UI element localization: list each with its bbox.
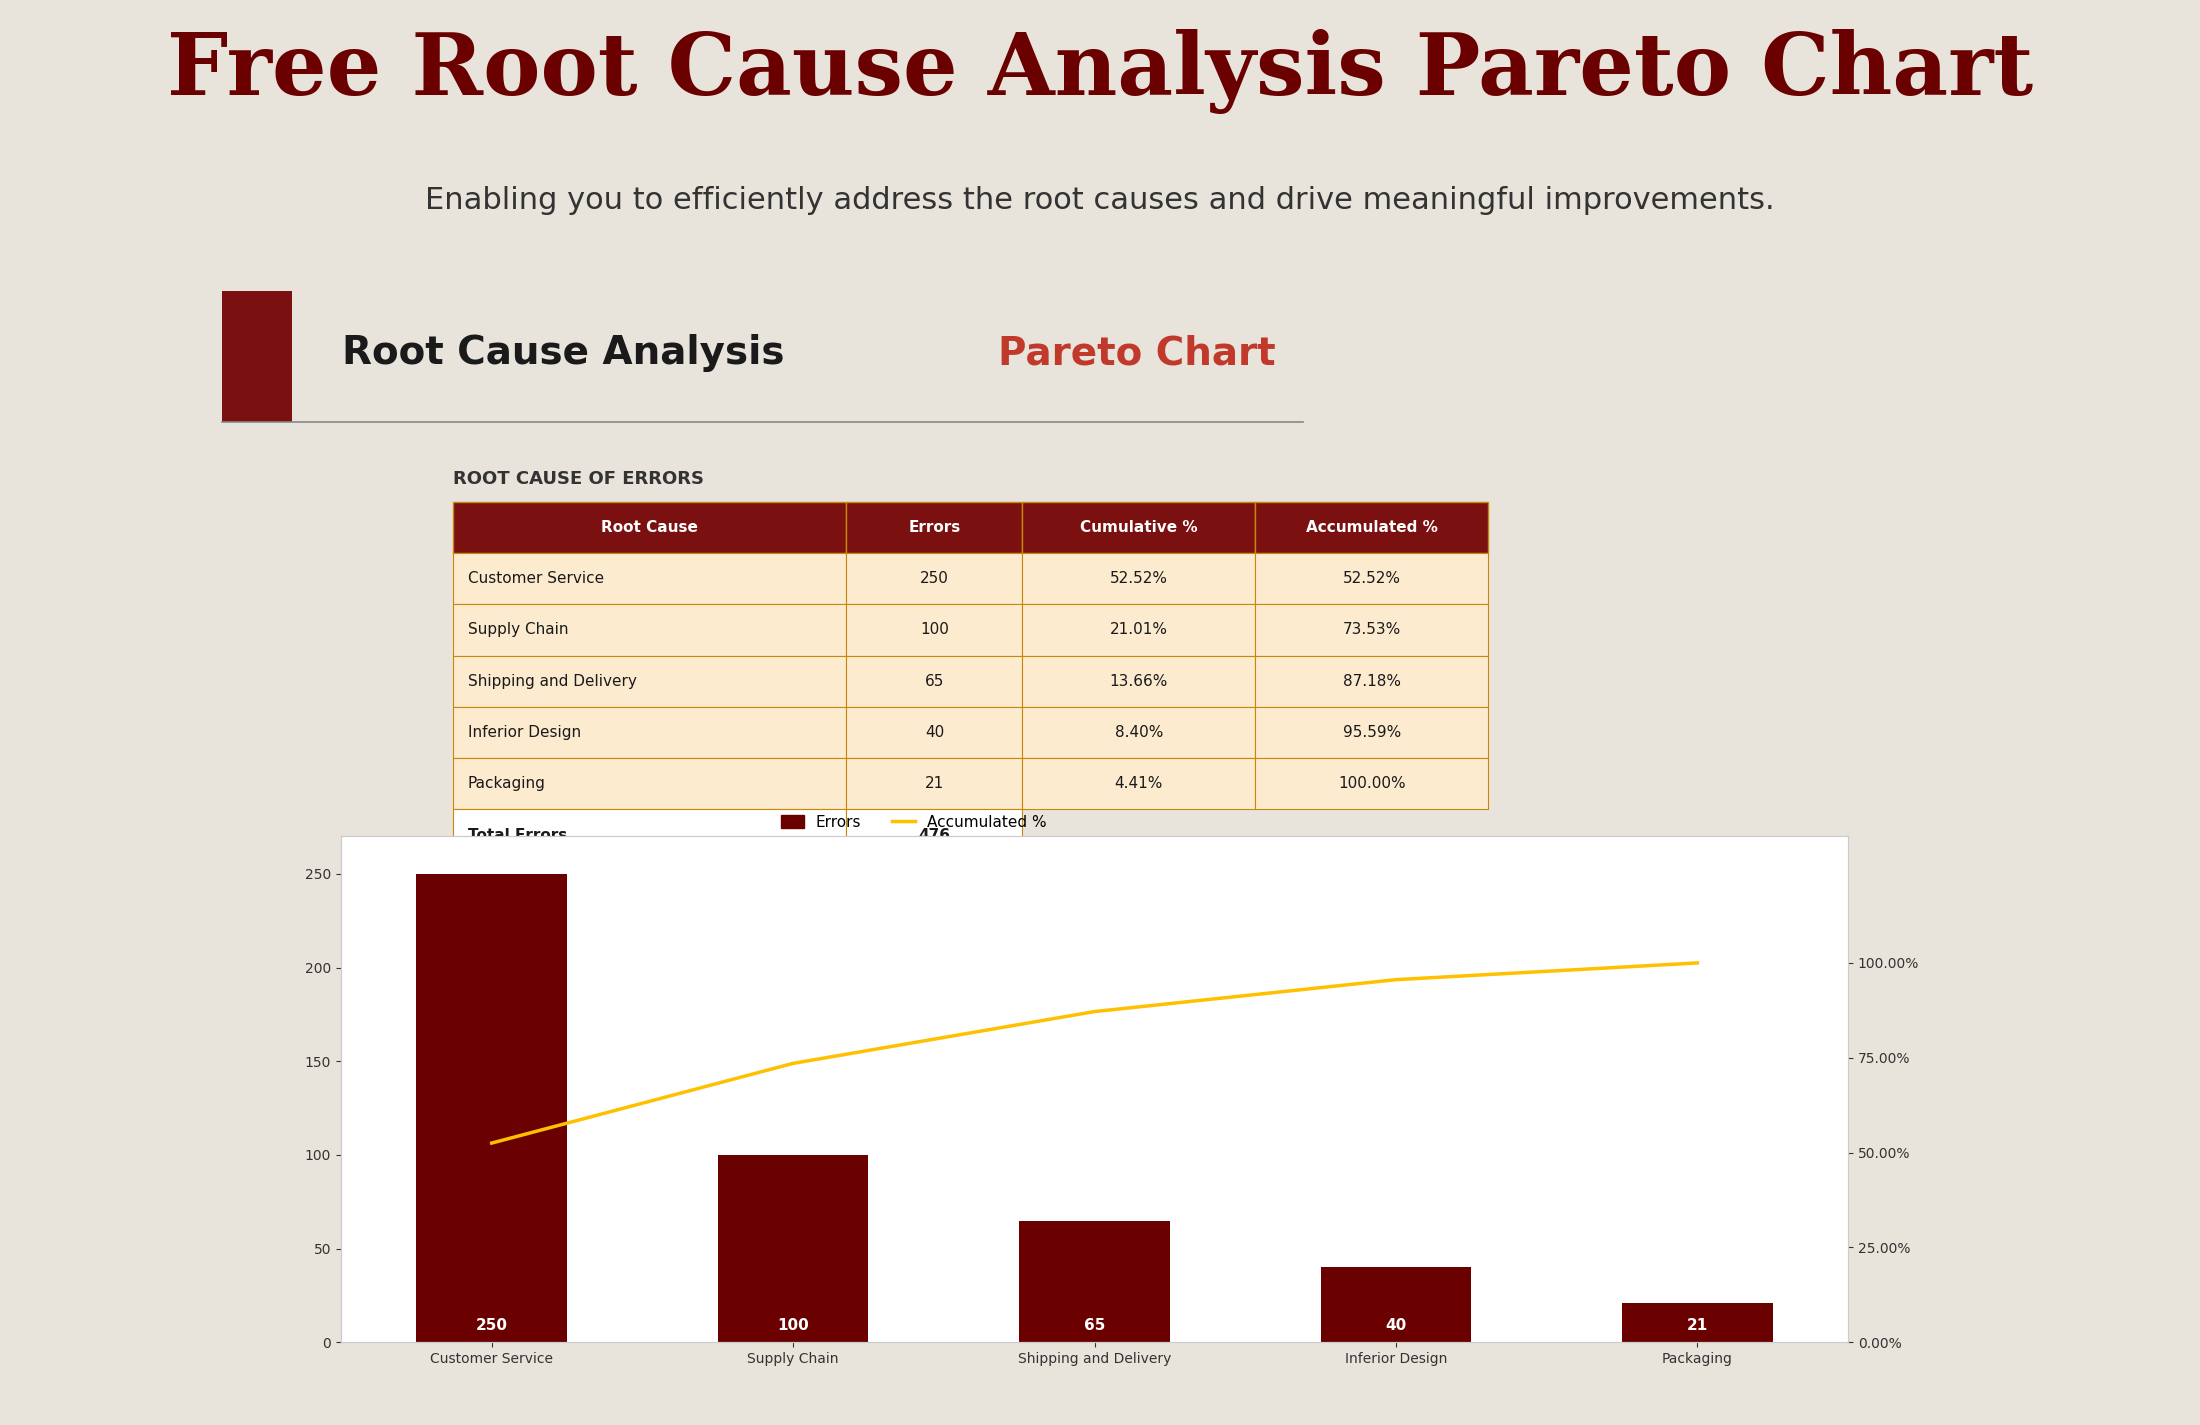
Text: 250: 250 <box>475 1318 508 1332</box>
Bar <box>1023 502 1256 553</box>
Bar <box>847 502 1023 553</box>
Text: 65: 65 <box>1085 1318 1104 1332</box>
Bar <box>847 809 1023 861</box>
Text: 13.66%: 13.66% <box>1109 674 1168 688</box>
Bar <box>847 707 1023 758</box>
Bar <box>222 291 293 422</box>
Bar <box>453 604 847 656</box>
Bar <box>453 809 847 861</box>
Bar <box>717 1156 869 1342</box>
Text: Errors: Errors <box>909 520 961 534</box>
Bar <box>847 758 1023 809</box>
Bar <box>1023 656 1256 707</box>
Text: Accumulated %: Accumulated % <box>1307 520 1437 534</box>
Bar <box>847 656 1023 707</box>
Text: 73.53%: 73.53% <box>1342 623 1401 637</box>
Text: 40: 40 <box>1386 1318 1406 1332</box>
Bar <box>1256 656 1487 707</box>
Text: Supply Chain: Supply Chain <box>469 623 568 637</box>
Text: Inferior Design: Inferior Design <box>469 725 581 740</box>
Text: Root Cause Analysis: Root Cause Analysis <box>343 335 799 372</box>
Text: 95.59%: 95.59% <box>1342 725 1401 740</box>
Text: Packaging: Packaging <box>469 777 546 791</box>
Bar <box>847 604 1023 656</box>
Bar <box>453 758 847 809</box>
Text: 250: 250 <box>920 571 948 586</box>
Text: Shipping and Delivery: Shipping and Delivery <box>469 674 636 688</box>
Legend: Errors, Accumulated %: Errors, Accumulated % <box>774 809 1054 836</box>
Text: 65: 65 <box>924 674 944 688</box>
Bar <box>847 553 1023 604</box>
Bar <box>416 874 568 1342</box>
Bar <box>453 502 847 553</box>
Text: 100: 100 <box>777 1318 810 1332</box>
Text: Cumulative %: Cumulative % <box>1080 520 1197 534</box>
Text: 4.41%: 4.41% <box>1115 777 1164 791</box>
Bar <box>1023 707 1256 758</box>
Text: Pareto Chart: Pareto Chart <box>999 335 1276 372</box>
Bar <box>1019 1221 1170 1342</box>
Bar <box>1256 502 1487 553</box>
Text: 21: 21 <box>1687 1318 1707 1332</box>
Bar <box>453 707 847 758</box>
Text: Free Root Cause Analysis Pareto Chart: Free Root Cause Analysis Pareto Chart <box>167 30 2033 114</box>
Text: ROOT CAUSE OF ERRORS: ROOT CAUSE OF ERRORS <box>453 470 704 487</box>
Text: Customer Service: Customer Service <box>469 571 605 586</box>
Bar <box>453 553 847 604</box>
Text: Root Cause: Root Cause <box>601 520 697 534</box>
Text: 40: 40 <box>924 725 944 740</box>
Text: 476: 476 <box>917 828 950 842</box>
Text: 100.00%: 100.00% <box>1338 777 1406 791</box>
Text: Enabling you to efficiently address the root causes and drive meaningful improve: Enabling you to efficiently address the … <box>425 185 1775 215</box>
Text: 52.52%: 52.52% <box>1342 571 1401 586</box>
Text: 21: 21 <box>924 777 944 791</box>
Text: 8.40%: 8.40% <box>1115 725 1164 740</box>
Bar <box>1621 1302 1773 1342</box>
Text: 21.01%: 21.01% <box>1109 623 1168 637</box>
Text: Total Errors: Total Errors <box>469 828 568 842</box>
Bar <box>1256 758 1487 809</box>
Bar <box>1320 1267 1472 1342</box>
Bar <box>1256 707 1487 758</box>
Bar <box>1023 553 1256 604</box>
Text: 87.18%: 87.18% <box>1342 674 1401 688</box>
Bar <box>1256 604 1487 656</box>
Text: 100: 100 <box>920 623 948 637</box>
Bar <box>1256 553 1487 604</box>
Bar <box>453 656 847 707</box>
Text: 52.52%: 52.52% <box>1109 571 1168 586</box>
Bar <box>1023 604 1256 656</box>
Bar <box>1023 758 1256 809</box>
